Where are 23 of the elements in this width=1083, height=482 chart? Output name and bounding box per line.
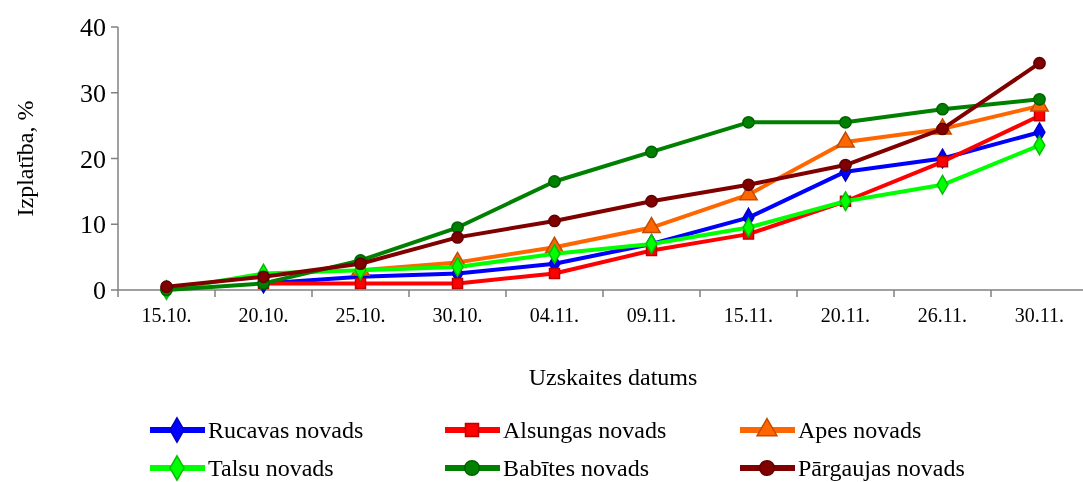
y-tick-label: 20 [80, 144, 106, 174]
y-axis-title: Izplatība, % [12, 100, 38, 217]
legend-label: Talsu novads [208, 455, 334, 482]
legend-label: Rucavas novads [208, 417, 364, 444]
x-axis-title: Uzskaites datums [528, 364, 698, 390]
y-tick-label: 40 [80, 13, 106, 43]
x-tick-label: 04.11. [529, 304, 580, 326]
x-tick-label: 09.11. [626, 304, 677, 326]
x-tick-label: 25.10. [335, 304, 386, 326]
x-tick-label: 20.11. [820, 304, 871, 326]
x-tick-label: 26.11. [917, 304, 968, 326]
legend-label: Alsungas novads [503, 417, 667, 444]
x-tick-label: 15.11. [723, 304, 774, 326]
legend-label: Apes novads [798, 417, 922, 444]
x-tick-label: 15.10. [141, 304, 192, 326]
x-tick-label: 30.10. [432, 304, 483, 326]
y-tick-label: 10 [80, 210, 106, 240]
y-tick-label: 30 [80, 78, 106, 108]
legend-label: Pārgaujas novads [798, 455, 965, 482]
x-tick-label: 30.11. [1014, 304, 1065, 326]
x-tick-label: 20.10. [238, 304, 289, 326]
y-tick-label: 0 [93, 276, 106, 306]
legend-label: Babītes novads [503, 455, 649, 482]
